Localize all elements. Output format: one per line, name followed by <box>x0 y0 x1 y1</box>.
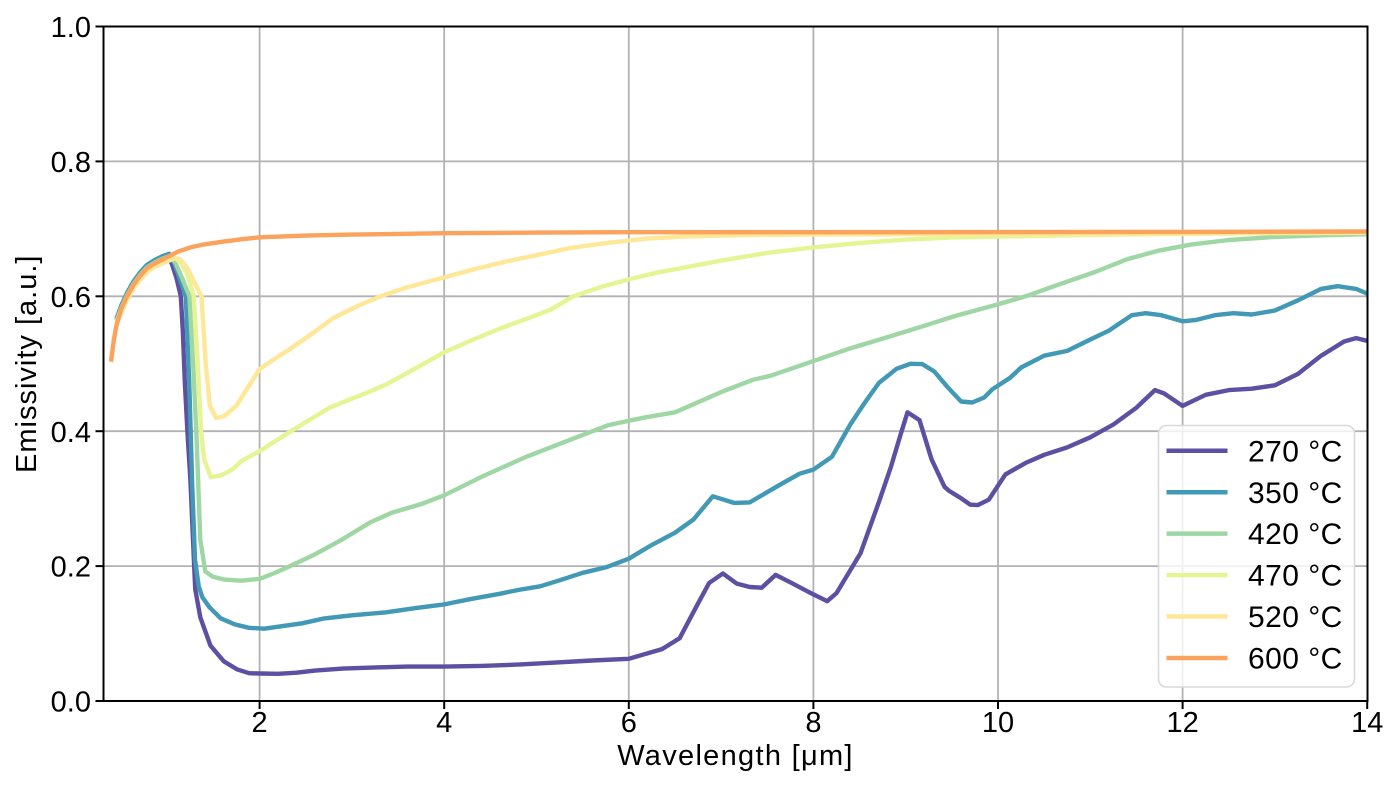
svg-text:8: 8 <box>805 707 821 739</box>
svg-text:1.0: 1.0 <box>51 12 91 44</box>
svg-text:600 °C: 600 °C <box>1248 643 1343 676</box>
svg-text:0.2: 0.2 <box>51 552 91 584</box>
svg-text:10: 10 <box>982 707 1014 739</box>
svg-text:12: 12 <box>1166 707 1198 739</box>
svg-text:270 °C: 270 °C <box>1248 435 1343 468</box>
svg-text:350 °C: 350 °C <box>1248 477 1343 510</box>
svg-text:2: 2 <box>252 707 268 739</box>
svg-text:Wavelength [μm]: Wavelength [μm] <box>617 740 854 772</box>
svg-text:420 °C: 420 °C <box>1248 518 1343 551</box>
svg-text:6: 6 <box>621 707 637 739</box>
svg-text:0.4: 0.4 <box>51 417 91 449</box>
svg-text:4: 4 <box>436 707 452 739</box>
svg-text:0.8: 0.8 <box>51 147 91 179</box>
svg-text:470 °C: 470 °C <box>1248 560 1343 593</box>
svg-text:520 °C: 520 °C <box>1248 601 1343 634</box>
svg-text:Emissivity [a.u.]: Emissivity [a.u.] <box>11 255 43 473</box>
svg-text:14: 14 <box>1351 707 1383 739</box>
svg-text:0.0: 0.0 <box>51 687 91 719</box>
svg-text:0.6: 0.6 <box>51 282 91 314</box>
